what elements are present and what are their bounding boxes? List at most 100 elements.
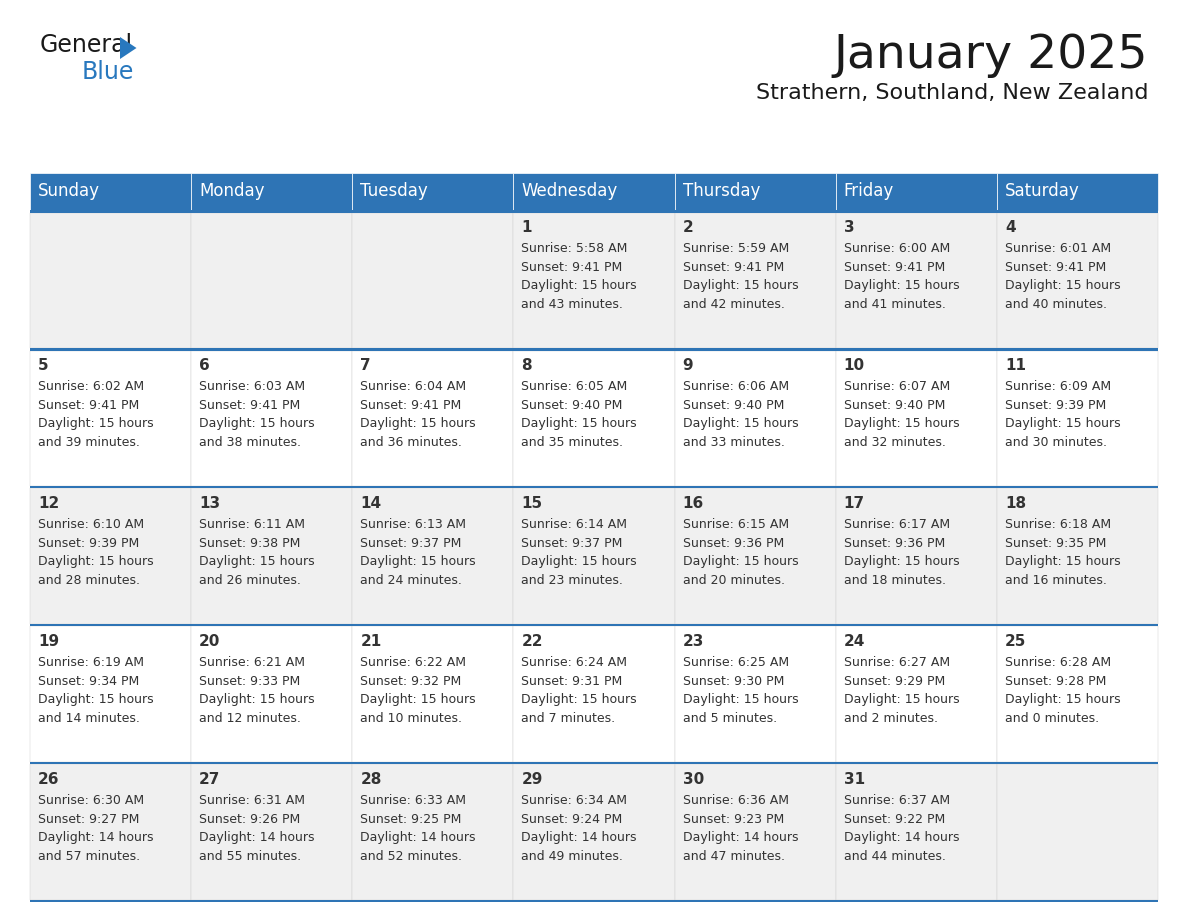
Text: Sunrise: 6:18 AM
Sunset: 9:35 PM
Daylight: 15 hours
and 16 minutes.: Sunrise: 6:18 AM Sunset: 9:35 PM Dayligh… bbox=[1005, 519, 1120, 587]
Text: Sunrise: 6:09 AM
Sunset: 9:39 PM
Daylight: 15 hours
and 30 minutes.: Sunrise: 6:09 AM Sunset: 9:39 PM Dayligh… bbox=[1005, 380, 1120, 449]
Bar bbox=[835, 765, 997, 900]
Bar bbox=[835, 212, 997, 348]
Text: Sunrise: 6:36 AM
Sunset: 9:23 PM
Daylight: 14 hours
and 47 minutes.: Sunrise: 6:36 AM Sunset: 9:23 PM Dayligh… bbox=[683, 794, 798, 863]
Text: Sunrise: 6:27 AM
Sunset: 9:29 PM
Daylight: 15 hours
and 2 minutes.: Sunrise: 6:27 AM Sunset: 9:29 PM Dayligh… bbox=[843, 656, 960, 725]
Text: 8: 8 bbox=[522, 359, 532, 374]
Bar bbox=[675, 765, 835, 900]
Text: Sunrise: 6:37 AM
Sunset: 9:22 PM
Daylight: 14 hours
and 44 minutes.: Sunrise: 6:37 AM Sunset: 9:22 PM Dayligh… bbox=[843, 794, 959, 863]
Text: 22: 22 bbox=[522, 634, 543, 650]
Text: Wednesday: Wednesday bbox=[522, 183, 618, 200]
Bar bbox=[353, 626, 513, 762]
Bar bbox=[997, 351, 1158, 486]
Bar bbox=[675, 626, 835, 762]
Bar bbox=[997, 212, 1158, 348]
Bar bbox=[997, 626, 1158, 762]
Bar bbox=[513, 765, 675, 900]
Text: 31: 31 bbox=[843, 773, 865, 788]
Text: 30: 30 bbox=[683, 773, 703, 788]
Bar bbox=[191, 173, 353, 210]
Text: 24: 24 bbox=[843, 634, 865, 650]
Bar bbox=[191, 212, 353, 348]
Text: 27: 27 bbox=[200, 773, 221, 788]
Bar bbox=[513, 212, 675, 348]
Text: 23: 23 bbox=[683, 634, 704, 650]
Bar bbox=[30, 348, 1158, 351]
Bar bbox=[997, 488, 1158, 624]
Text: Sunrise: 6:04 AM
Sunset: 9:41 PM
Daylight: 15 hours
and 36 minutes.: Sunrise: 6:04 AM Sunset: 9:41 PM Dayligh… bbox=[360, 380, 476, 449]
Text: 13: 13 bbox=[200, 497, 220, 511]
Text: 9: 9 bbox=[683, 359, 693, 374]
Text: Sunrise: 6:34 AM
Sunset: 9:24 PM
Daylight: 14 hours
and 49 minutes.: Sunrise: 6:34 AM Sunset: 9:24 PM Dayligh… bbox=[522, 794, 637, 863]
Bar bbox=[30, 486, 1158, 488]
Text: 16: 16 bbox=[683, 497, 703, 511]
Text: Friday: Friday bbox=[843, 183, 893, 200]
Text: Saturday: Saturday bbox=[1005, 183, 1080, 200]
Text: Sunrise: 5:58 AM
Sunset: 9:41 PM
Daylight: 15 hours
and 43 minutes.: Sunrise: 5:58 AM Sunset: 9:41 PM Dayligh… bbox=[522, 242, 637, 311]
Bar bbox=[30, 173, 191, 210]
Bar bbox=[30, 626, 191, 762]
Text: Sunrise: 6:06 AM
Sunset: 9:40 PM
Daylight: 15 hours
and 33 minutes.: Sunrise: 6:06 AM Sunset: 9:40 PM Dayligh… bbox=[683, 380, 798, 449]
Bar bbox=[997, 173, 1158, 210]
Text: 11: 11 bbox=[1005, 359, 1026, 374]
Bar bbox=[675, 351, 835, 486]
Text: Sunrise: 6:14 AM
Sunset: 9:37 PM
Daylight: 15 hours
and 23 minutes.: Sunrise: 6:14 AM Sunset: 9:37 PM Dayligh… bbox=[522, 519, 637, 587]
Text: Sunrise: 6:17 AM
Sunset: 9:36 PM
Daylight: 15 hours
and 18 minutes.: Sunrise: 6:17 AM Sunset: 9:36 PM Dayligh… bbox=[843, 519, 960, 587]
Text: 5: 5 bbox=[38, 359, 49, 374]
Text: Sunrise: 6:28 AM
Sunset: 9:28 PM
Daylight: 15 hours
and 0 minutes.: Sunrise: 6:28 AM Sunset: 9:28 PM Dayligh… bbox=[1005, 656, 1120, 725]
Bar bbox=[353, 488, 513, 624]
Text: January 2025: January 2025 bbox=[834, 33, 1148, 78]
Bar bbox=[191, 488, 353, 624]
Text: Sunrise: 6:15 AM
Sunset: 9:36 PM
Daylight: 15 hours
and 20 minutes.: Sunrise: 6:15 AM Sunset: 9:36 PM Dayligh… bbox=[683, 519, 798, 587]
Bar bbox=[30, 212, 191, 348]
Bar bbox=[30, 624, 1158, 626]
Text: Monday: Monday bbox=[200, 183, 265, 200]
Text: 7: 7 bbox=[360, 359, 371, 374]
Bar bbox=[30, 351, 191, 486]
Text: Sunday: Sunday bbox=[38, 183, 100, 200]
Bar bbox=[353, 173, 513, 210]
Text: 10: 10 bbox=[843, 359, 865, 374]
Text: 15: 15 bbox=[522, 497, 543, 511]
Bar bbox=[513, 626, 675, 762]
Bar bbox=[835, 173, 997, 210]
Bar bbox=[30, 488, 191, 624]
Text: Tuesday: Tuesday bbox=[360, 183, 428, 200]
Text: Sunrise: 6:03 AM
Sunset: 9:41 PM
Daylight: 15 hours
and 38 minutes.: Sunrise: 6:03 AM Sunset: 9:41 PM Dayligh… bbox=[200, 380, 315, 449]
Bar bbox=[675, 173, 835, 210]
Text: Sunrise: 6:05 AM
Sunset: 9:40 PM
Daylight: 15 hours
and 35 minutes.: Sunrise: 6:05 AM Sunset: 9:40 PM Dayligh… bbox=[522, 380, 637, 449]
Text: Sunrise: 6:25 AM
Sunset: 9:30 PM
Daylight: 15 hours
and 5 minutes.: Sunrise: 6:25 AM Sunset: 9:30 PM Dayligh… bbox=[683, 656, 798, 725]
Text: Sunrise: 5:59 AM
Sunset: 9:41 PM
Daylight: 15 hours
and 42 minutes.: Sunrise: 5:59 AM Sunset: 9:41 PM Dayligh… bbox=[683, 242, 798, 311]
Bar bbox=[30, 762, 1158, 765]
Bar bbox=[353, 351, 513, 486]
Text: Sunrise: 6:22 AM
Sunset: 9:32 PM
Daylight: 15 hours
and 10 minutes.: Sunrise: 6:22 AM Sunset: 9:32 PM Dayligh… bbox=[360, 656, 476, 725]
Text: Sunrise: 6:30 AM
Sunset: 9:27 PM
Daylight: 14 hours
and 57 minutes.: Sunrise: 6:30 AM Sunset: 9:27 PM Dayligh… bbox=[38, 794, 153, 863]
Text: Blue: Blue bbox=[82, 60, 134, 84]
Text: Sunrise: 6:24 AM
Sunset: 9:31 PM
Daylight: 15 hours
and 7 minutes.: Sunrise: 6:24 AM Sunset: 9:31 PM Dayligh… bbox=[522, 656, 637, 725]
Text: Sunrise: 6:07 AM
Sunset: 9:40 PM
Daylight: 15 hours
and 32 minutes.: Sunrise: 6:07 AM Sunset: 9:40 PM Dayligh… bbox=[843, 380, 960, 449]
Bar bbox=[835, 488, 997, 624]
Text: 2: 2 bbox=[683, 220, 694, 236]
Text: Sunrise: 6:33 AM
Sunset: 9:25 PM
Daylight: 14 hours
and 52 minutes.: Sunrise: 6:33 AM Sunset: 9:25 PM Dayligh… bbox=[360, 794, 475, 863]
Text: 21: 21 bbox=[360, 634, 381, 650]
Text: 6: 6 bbox=[200, 359, 210, 374]
Text: Sunrise: 6:01 AM
Sunset: 9:41 PM
Daylight: 15 hours
and 40 minutes.: Sunrise: 6:01 AM Sunset: 9:41 PM Dayligh… bbox=[1005, 242, 1120, 311]
Text: Sunrise: 6:13 AM
Sunset: 9:37 PM
Daylight: 15 hours
and 24 minutes.: Sunrise: 6:13 AM Sunset: 9:37 PM Dayligh… bbox=[360, 519, 476, 587]
Text: 1: 1 bbox=[522, 220, 532, 236]
Bar bbox=[353, 212, 513, 348]
Bar bbox=[513, 488, 675, 624]
Bar bbox=[30, 765, 191, 900]
Bar bbox=[513, 173, 675, 210]
Bar bbox=[513, 351, 675, 486]
Bar bbox=[191, 626, 353, 762]
Text: 19: 19 bbox=[38, 634, 59, 650]
Text: Sunrise: 6:10 AM
Sunset: 9:39 PM
Daylight: 15 hours
and 28 minutes.: Sunrise: 6:10 AM Sunset: 9:39 PM Dayligh… bbox=[38, 519, 153, 587]
Polygon shape bbox=[120, 37, 137, 59]
Bar bbox=[191, 351, 353, 486]
Text: 26: 26 bbox=[38, 773, 59, 788]
Text: Sunrise: 6:00 AM
Sunset: 9:41 PM
Daylight: 15 hours
and 41 minutes.: Sunrise: 6:00 AM Sunset: 9:41 PM Dayligh… bbox=[843, 242, 960, 311]
Text: Sunrise: 6:31 AM
Sunset: 9:26 PM
Daylight: 14 hours
and 55 minutes.: Sunrise: 6:31 AM Sunset: 9:26 PM Dayligh… bbox=[200, 794, 315, 863]
Bar bbox=[675, 488, 835, 624]
Text: 12: 12 bbox=[38, 497, 59, 511]
Bar bbox=[30, 900, 1158, 902]
Text: 20: 20 bbox=[200, 634, 221, 650]
